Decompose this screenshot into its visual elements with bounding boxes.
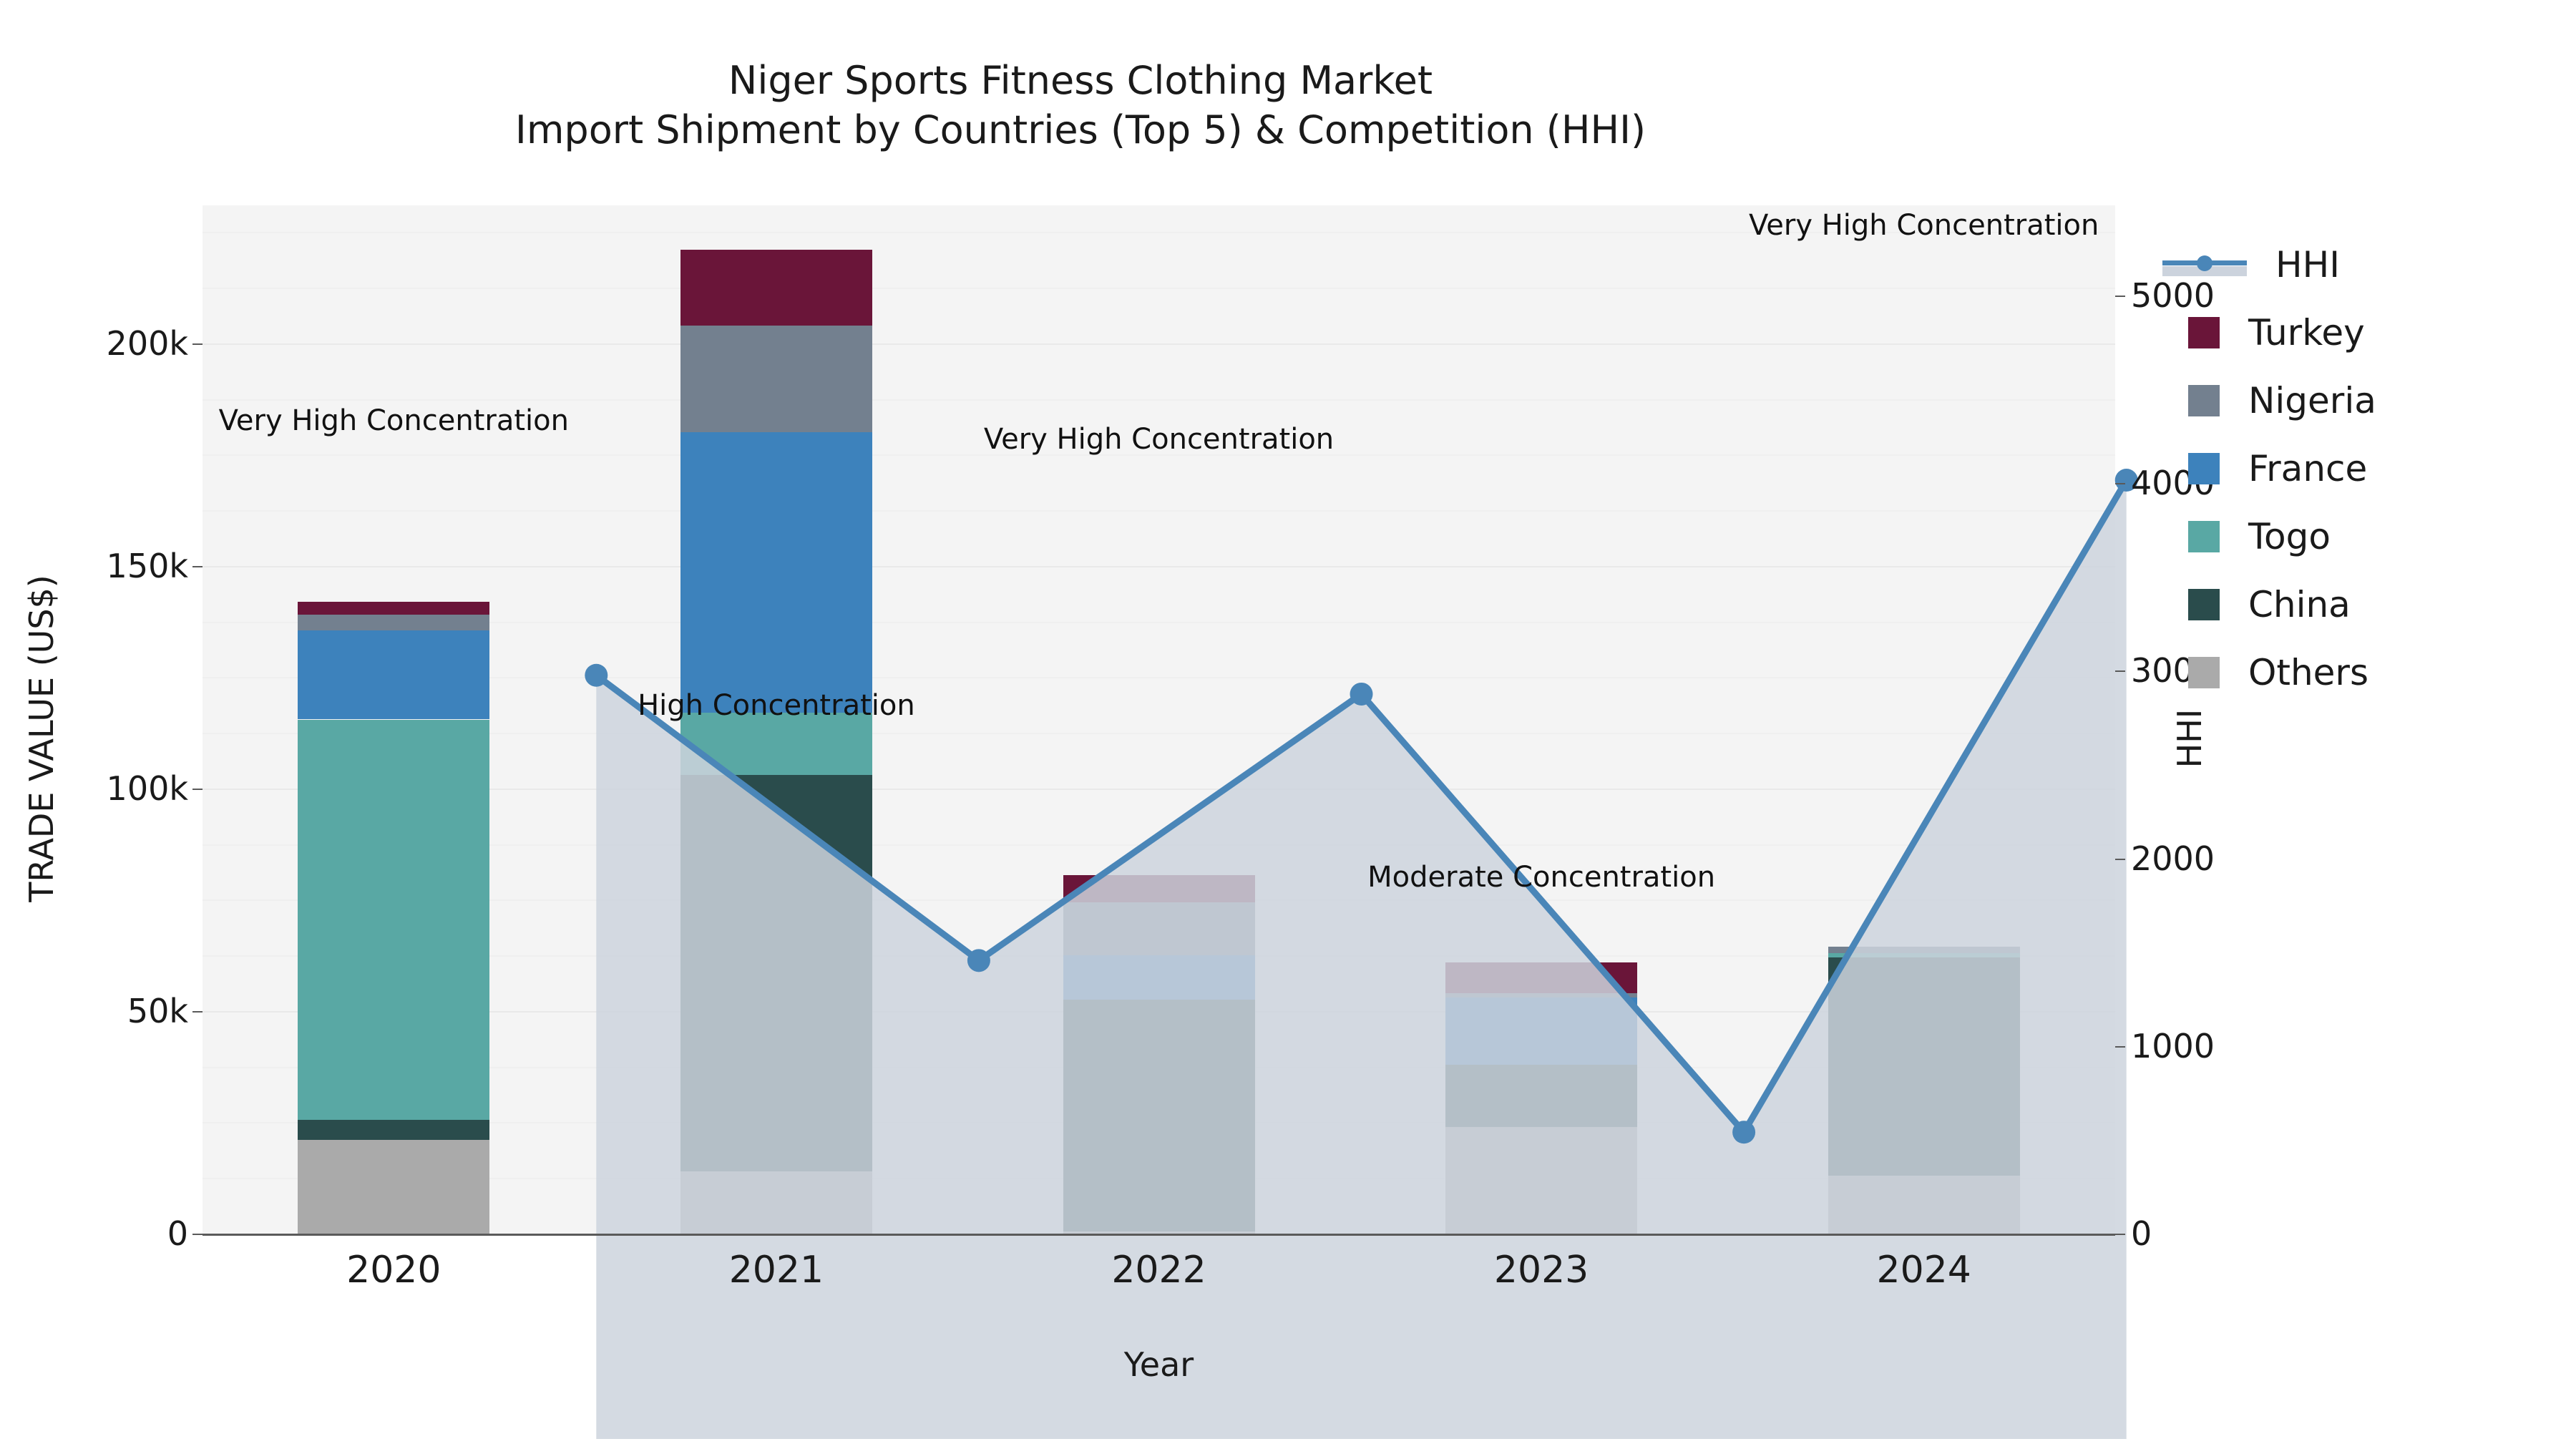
y-axis-left-tick-label: 50k [127, 991, 188, 1030]
x-axis-tick-label: 2024 [1876, 1249, 1971, 1292]
x-axis-label: Year [1123, 1345, 1194, 1384]
bar-segment [298, 1120, 490, 1141]
legend-color-swatch [2188, 316, 2220, 348]
legend-label: France [2248, 447, 2368, 489]
bar-segment [298, 1140, 490, 1234]
plot-area [203, 205, 2138, 1440]
concentration-annotation: Very High Concentration [218, 404, 569, 437]
y-axis-right-tick-label: 0 [2131, 1214, 2152, 1253]
legend-dot-icon [2197, 255, 2212, 271]
legend-label: Turkey [2248, 311, 2365, 353]
title-line-1: Niger Sports Fitness Clothing Market [728, 58, 1433, 103]
x-axis-tick-label: 2021 [728, 1249, 824, 1292]
chart-legend: HHI Turkey Nigeria France Togo China Others [2162, 230, 2376, 706]
hhi-marker [1732, 1121, 1756, 1144]
y-axis-left-tick-label: 100k [106, 769, 188, 808]
y-axis-left-tickmark [192, 343, 203, 345]
gridline-major [203, 343, 2115, 345]
legend-label: HHI [2275, 243, 2340, 286]
legend-color-swatch [2188, 384, 2220, 416]
gridline-major [203, 788, 2115, 790]
y-axis-left-tickmark [192, 1010, 203, 1013]
bar-segment [298, 601, 490, 615]
bar-segment [680, 250, 872, 326]
hhi-marker [585, 663, 608, 687]
gridline [203, 677, 2115, 679]
x-axis-tick-label: 2022 [1111, 1249, 1206, 1292]
y-axis-left-tick-label: 150k [106, 546, 188, 585]
y-axis-left-tickmark [192, 788, 203, 790]
hhi-series [585, 469, 2138, 1440]
gridline [203, 454, 2115, 457]
concentration-annotation: Very High Concentration [983, 422, 1335, 456]
concentration-annotation: High Concentration [638, 689, 915, 723]
gridline-major [203, 565, 2115, 567]
y-axis-left-tickmark [192, 1234, 203, 1235]
legend-item-togo[interactable]: Togo [2162, 502, 2376, 570]
legend-area-fill [2162, 265, 2247, 276]
y-axis-right-tickmark [2115, 295, 2125, 297]
x-axis-tick-label: 2020 [346, 1249, 441, 1292]
gridline [203, 288, 2115, 290]
x-axis-line [203, 1234, 2115, 1236]
hhi-marker [2114, 469, 2138, 492]
y-axis-right-tickmark [2115, 1234, 2125, 1235]
y-axis-left-label: TRADE VALUE (US$) [22, 575, 61, 902]
y-axis-right-tick-label: 1000 [2131, 1026, 2215, 1065]
gridline [203, 399, 2115, 401]
x-axis-tick-label: 2023 [1493, 1249, 1589, 1292]
chart-title: Niger Sports Fitness Clothing Market Imp… [0, 56, 2161, 155]
y-axis-right-tickmark [2115, 670, 2125, 673]
gridline [203, 510, 2115, 512]
legend-item-others[interactable]: Others [2162, 638, 2376, 706]
y-axis-right-tickmark [2115, 1045, 2125, 1048]
hhi-marker [967, 949, 990, 972]
legend-color-swatch [2188, 656, 2220, 688]
legend-item-nigeria[interactable]: Nigeria [2162, 366, 2376, 434]
legend-item-hhi[interactable]: HHI [2162, 230, 2376, 298]
hhi-marker [1350, 682, 1373, 706]
legend-label: China [2248, 583, 2351, 625]
bar-segment [298, 630, 490, 720]
y-axis-left-tickmark [192, 565, 203, 567]
y-axis-left-tick-label: 0 [167, 1214, 188, 1253]
y-axis-right-tickmark [2115, 483, 2125, 485]
bar-segment [680, 325, 872, 433]
concentration-annotation: Very High Concentration [1749, 209, 2099, 243]
gridline [203, 232, 2115, 234]
legend-item-france[interactable]: France [2162, 434, 2376, 502]
y-axis-right-tickmark [2115, 858, 2125, 860]
gridline [203, 621, 2115, 623]
legend-color-swatch [2188, 588, 2220, 620]
title-line-2: Import Shipment by Countries (Top 5) & C… [514, 107, 1646, 153]
legend-item-turkey[interactable]: Turkey [2162, 298, 2376, 366]
legend-label: Togo [2248, 515, 2331, 557]
y-axis-left-tick-label: 200k [106, 323, 188, 363]
y-axis-right-tick-label: 5000 [2131, 275, 2215, 315]
bar-segment [298, 615, 490, 631]
bar-segment [680, 432, 872, 713]
legend-line-marker-icon [2162, 249, 2247, 280]
legend-color-swatch [2188, 452, 2220, 484]
bar-segment [298, 719, 490, 1121]
y-axis-right-tick-label: 2000 [2131, 839, 2215, 878]
concentration-annotation: Moderate Concentration [1367, 861, 1716, 894]
hhi-area-fill [596, 480, 2127, 1440]
legend-item-china[interactable]: China [2162, 570, 2376, 638]
legend-label: Nigeria [2248, 379, 2376, 421]
gridline [203, 733, 2115, 735]
legend-label: Others [2248, 651, 2369, 693]
legend-color-swatch [2188, 520, 2220, 552]
